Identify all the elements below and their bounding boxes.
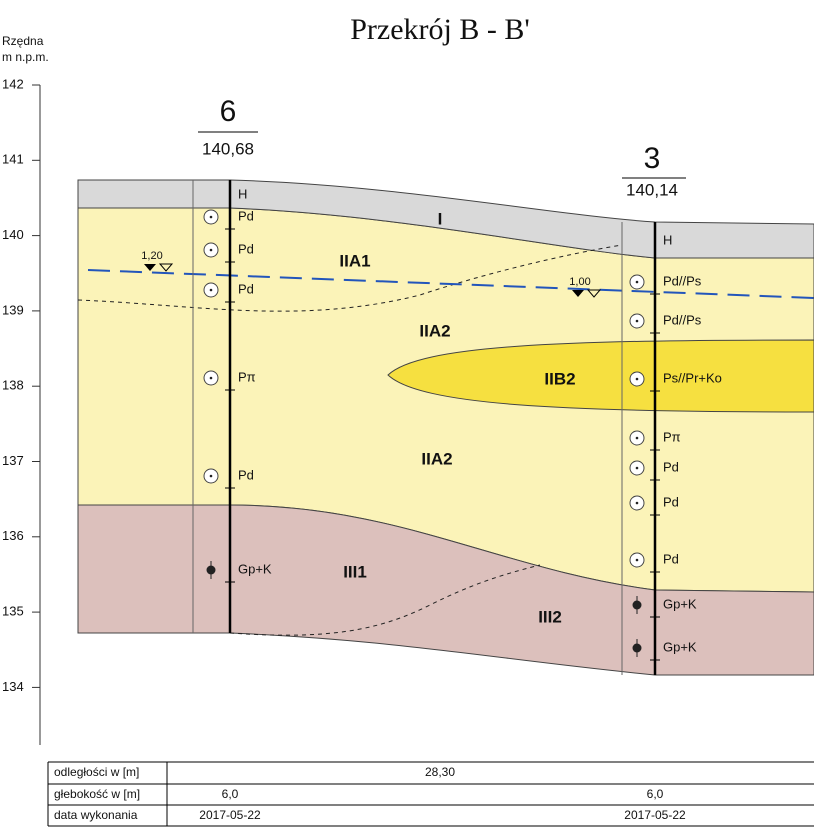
table-label: głebokość w [m]	[54, 787, 140, 801]
table-label: odległości w [m]	[54, 765, 139, 779]
sand-symbol	[636, 437, 639, 440]
cross-section: Przekrój B - B' Rzędna m n.p.m. 6 140,68…	[0, 0, 814, 830]
layer-label: Ps//Pr+Ko	[663, 370, 722, 385]
borehole-number: 3	[644, 142, 661, 175]
table-value: 2017-05-22	[624, 808, 686, 822]
unit-label: III2	[538, 607, 562, 626]
y-tick-label: 142	[2, 76, 24, 91]
axis-label: Rzędna	[2, 34, 44, 48]
sand-symbol	[636, 502, 639, 505]
layer-label: Pd	[238, 281, 254, 296]
y-tick-label: 134	[2, 679, 24, 694]
unit-label: III1	[343, 562, 367, 581]
unit-label: IIA2	[421, 449, 452, 468]
layer-label: Pd//Ps	[663, 273, 702, 288]
y-tick-label: 135	[2, 604, 24, 619]
sand-symbol	[210, 377, 213, 380]
layer-label: Gp+K	[663, 596, 697, 611]
layer-label: Pd	[238, 241, 254, 256]
unit-label: IIA2	[419, 321, 450, 340]
sand-symbol	[210, 289, 213, 292]
sand-symbol	[636, 467, 639, 470]
y-tick-label: 136	[2, 528, 24, 543]
sand-symbol	[636, 378, 639, 381]
layer-label: H	[238, 186, 247, 201]
unit-label: IIB2	[544, 369, 575, 388]
layer-label: Pd	[663, 459, 679, 474]
sand-symbol	[210, 249, 213, 252]
y-tick-label: 138	[2, 378, 24, 393]
layer-label: Pd//Ps	[663, 312, 702, 327]
table-value: 2017-05-22	[199, 808, 261, 822]
layer-label: Pd	[238, 208, 254, 223]
layer-label: H	[663, 232, 672, 247]
sand-symbol	[210, 475, 213, 478]
table-label: data wykonania	[54, 808, 138, 822]
layer-label: Gp+K	[663, 639, 697, 654]
borehole-elevation: 140,14	[626, 180, 678, 199]
unit-label: IIA1	[339, 251, 370, 270]
layer-label: Pd	[663, 551, 679, 566]
sand-symbol	[636, 559, 639, 562]
title: Przekrój B - B'	[350, 13, 530, 46]
table-value: 6,0	[647, 787, 664, 801]
borehole-number: 6	[220, 95, 237, 128]
sand-symbol	[636, 320, 639, 323]
table-value: 6,0	[222, 787, 239, 801]
unit-label: I	[438, 209, 443, 228]
y-tick-label: 137	[2, 453, 24, 468]
table-value: 28,30	[425, 765, 455, 779]
layer-label: Gp+K	[238, 561, 272, 576]
layer-label: Pd	[238, 467, 254, 482]
y-tick-label: 141	[2, 152, 24, 167]
layer-label: Pπ	[663, 429, 681, 444]
water-depth: 1,20	[141, 250, 162, 262]
y-tick-label: 139	[2, 302, 24, 317]
axis-label: m n.p.m.	[2, 50, 49, 64]
water-depth: 1,00	[569, 276, 590, 288]
y-tick-label: 140	[2, 227, 24, 242]
sand-symbol	[210, 216, 213, 219]
layer-label: Pπ	[238, 369, 256, 384]
layer-label: Pd	[663, 494, 679, 509]
sand-symbol	[636, 281, 639, 284]
borehole-elevation: 140,68	[202, 139, 254, 158]
